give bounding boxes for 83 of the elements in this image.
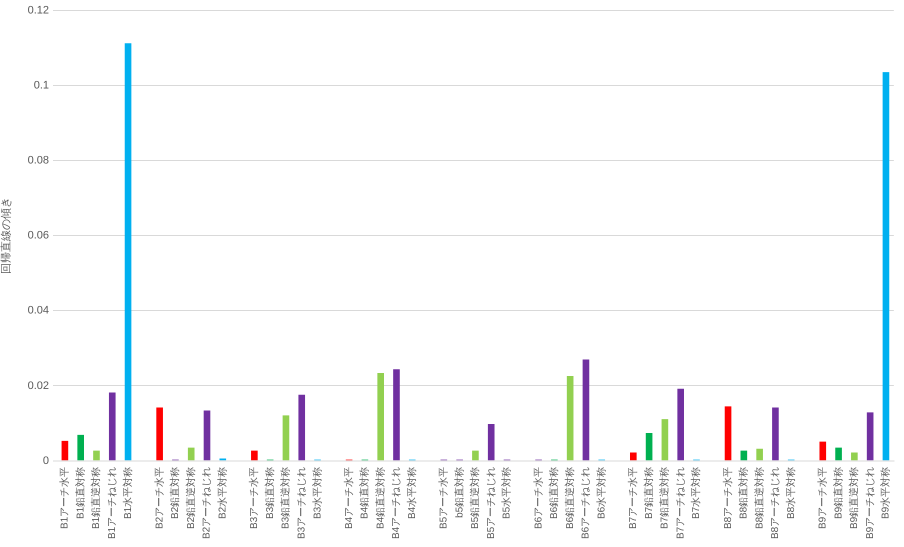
bar [156, 408, 163, 460]
x-tick-label: B2鉛直対称 [169, 466, 182, 520]
x-tick-label: B6鉛直逆対称 [564, 466, 576, 530]
bar [93, 450, 100, 460]
x-tick-label: B8鉛直逆対称 [753, 466, 766, 530]
y-tick-label: 0.12 [28, 4, 49, 17]
x-tick-label: B8鉛直対称 [738, 466, 750, 520]
bar [298, 394, 306, 460]
bar [724, 406, 732, 460]
bar [630, 452, 637, 460]
bar [377, 372, 384, 460]
x-tick-label: B4鉛直対称 [358, 466, 371, 520]
bar [62, 440, 68, 460]
x-tick-label: B3鉛直逆対称 [280, 466, 292, 530]
x-tick-label: B4アーチねじれ [391, 466, 402, 540]
x-tick-label: B1アーチ水平 [58, 466, 71, 530]
bar [677, 388, 684, 460]
y-tick-label: 0 [42, 454, 49, 467]
bar [582, 359, 590, 460]
x-tick-label: B4鉛直逆対称 [374, 466, 386, 530]
x-tick-label: B2鉛直逆対称 [184, 466, 197, 530]
x-tick-label: B7鉛直逆対称 [658, 466, 671, 530]
bar [835, 448, 842, 460]
x-tick-label: b5鉛直対称 [453, 466, 466, 518]
x-tick-label: B6アーチ水平 [532, 466, 544, 530]
x-tick-label: B2水平対称 [216, 466, 229, 520]
bar [662, 419, 668, 460]
x-tick-label: B7水平対称 [690, 466, 702, 520]
x-tick-label: B4水平対称 [406, 466, 418, 520]
x-tick-label: B5アーチ水平 [438, 466, 450, 530]
bar [646, 433, 652, 460]
bar [740, 450, 748, 460]
x-tick-label: B9鉛直対称 [832, 466, 844, 520]
x-tick-label: B5水平対称 [500, 466, 513, 520]
y-tick-label: 0.1 [34, 80, 49, 92]
x-tick-label: B9水平対称 [880, 466, 892, 520]
x-tick-label: B7鉛直対称 [642, 466, 655, 520]
bar [472, 450, 479, 460]
x-tick-label: B7アーチねじれ [675, 466, 686, 540]
x-tick-label: B7アーチ水平 [627, 466, 640, 530]
x-tick-label: B5アーチねじれ [486, 466, 497, 540]
bar [819, 442, 826, 460]
x-tick-label: B3鉛直対称 [264, 466, 276, 520]
x-tick-label: B2アーチ水平 [153, 466, 166, 530]
x-tick-label: B3アーチ水平 [248, 466, 260, 530]
y-tick-label: 0.02 [28, 380, 49, 392]
bar [882, 72, 890, 460]
x-tick-label: B2アーチねじれ [202, 466, 213, 540]
bar [756, 448, 763, 460]
x-tick-label: B4アーチ水平 [342, 466, 355, 530]
bar [566, 376, 574, 460]
bar [851, 452, 858, 460]
y-tick-label: 0.08 [28, 154, 49, 167]
bar [188, 448, 195, 460]
bar [393, 369, 400, 460]
y-tick-label: 0.06 [28, 230, 49, 242]
x-tick-label: B8水平対称 [784, 466, 797, 520]
bar [251, 450, 258, 460]
bar [282, 415, 290, 460]
bar [772, 408, 779, 460]
bar [124, 43, 132, 460]
x-tick-label: B5鉛直逆対称 [469, 466, 482, 530]
y-axis-title: 回帰直線の傾き [0, 197, 13, 274]
x-tick-label: B1水平対称 [122, 466, 134, 520]
x-tick-label: B3アーチねじれ [296, 466, 308, 540]
x-tick-label: B6水平対称 [595, 466, 608, 520]
x-tick-label: B1アーチねじれ [107, 466, 118, 540]
x-tick-label: B6アーチねじれ [580, 466, 592, 540]
bar [866, 412, 874, 460]
y-tick-label: 0.04 [28, 304, 49, 317]
x-tick-label: B8アーチねじれ [770, 466, 782, 540]
x-tick-label: B9アーチねじれ [864, 466, 876, 540]
x-tick-label: B6鉛直対称 [548, 466, 560, 520]
x-tick-label: B8アーチ水平 [722, 466, 734, 530]
bar [204, 410, 210, 460]
x-tick-label: B1鉛直対称 [74, 466, 86, 520]
x-tick-label: B9アーチ水平 [816, 466, 829, 530]
bar [488, 424, 495, 460]
x-tick-label: B1鉛直逆対称 [90, 466, 102, 530]
bar [108, 392, 116, 460]
bar [77, 434, 84, 460]
x-tick-label: B3水平対称 [311, 466, 324, 520]
x-tick-label: B9鉛直逆対称 [848, 466, 860, 530]
